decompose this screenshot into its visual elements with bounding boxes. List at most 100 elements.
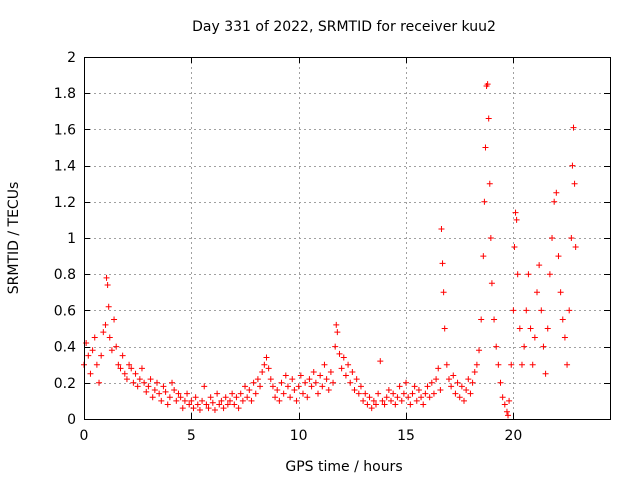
data-point (199, 397, 206, 404)
data-point (420, 401, 427, 408)
data-point (317, 372, 324, 379)
data-point (347, 379, 354, 386)
data-point (321, 361, 328, 368)
data-point (201, 383, 208, 390)
data-point (267, 376, 274, 383)
data-point (458, 383, 465, 390)
data-point (310, 368, 317, 375)
data-point (128, 365, 135, 372)
data-point (487, 235, 494, 241)
data-point (551, 198, 558, 205)
data-point (231, 401, 238, 408)
data-point (224, 401, 231, 408)
data-point (534, 289, 541, 296)
data-point (435, 365, 442, 372)
data-point (209, 399, 216, 406)
data-point (132, 370, 139, 377)
data-point (149, 394, 156, 401)
data-point (413, 397, 420, 404)
data-point (222, 394, 229, 401)
data-point (342, 372, 349, 379)
data-point (175, 390, 182, 397)
data-point (445, 376, 452, 383)
data-point (117, 365, 124, 372)
data-point (568, 235, 575, 241)
data-point (138, 365, 145, 372)
data-point (85, 352, 92, 359)
data-point (162, 388, 169, 395)
data-point (461, 397, 468, 404)
data-point (353, 376, 360, 383)
data-point (323, 376, 330, 383)
data-point (345, 361, 352, 368)
data-point (143, 388, 150, 395)
data-point (572, 244, 579, 251)
data-point (394, 394, 401, 401)
data-point (166, 394, 173, 401)
data-point (480, 253, 487, 260)
data-point (98, 352, 105, 359)
data-point (415, 387, 422, 394)
data-point (284, 383, 291, 390)
data-point (177, 394, 184, 401)
data-point (529, 361, 536, 368)
data-point (188, 397, 195, 404)
data-point (513, 216, 520, 223)
data-point (181, 397, 188, 404)
data-point (141, 379, 148, 386)
data-point (121, 370, 128, 377)
data-point (542, 370, 549, 377)
data-points (81, 81, 579, 419)
data-point (364, 401, 371, 408)
data-point (242, 383, 249, 390)
data-point (390, 390, 397, 397)
data-point (153, 379, 160, 386)
data-point (190, 405, 197, 412)
data-point (312, 379, 319, 386)
data-point (325, 387, 332, 394)
data-point (156, 390, 163, 397)
data-point (102, 321, 109, 328)
data-point (263, 354, 270, 361)
data-point (488, 280, 495, 287)
data-point (448, 383, 455, 390)
y-tick-label: 2 (67, 50, 76, 66)
x-tick-label: 10 (290, 428, 308, 444)
data-point (216, 401, 223, 408)
data-point (482, 144, 489, 151)
data-point (151, 387, 158, 394)
data-point (103, 274, 110, 281)
data-point (518, 361, 525, 368)
data-point (269, 383, 276, 390)
data-point (521, 343, 528, 350)
y-tick-label: 0.4 (54, 340, 76, 356)
data-point (499, 394, 506, 401)
data-point (244, 394, 251, 401)
data-point (203, 401, 210, 408)
data-point (295, 383, 302, 390)
y-tick-label: 0 (67, 412, 76, 428)
data-point (332, 343, 339, 350)
data-point (334, 329, 341, 336)
x-tick-label: 15 (397, 428, 415, 444)
data-point (495, 361, 502, 368)
data-point (512, 209, 519, 216)
data-point (254, 376, 261, 383)
data-point (184, 390, 191, 397)
data-point (338, 365, 345, 372)
data-point (173, 397, 180, 404)
data-point (164, 401, 171, 408)
y-tick-label: 0.6 (54, 303, 76, 319)
data-point (396, 383, 403, 390)
data-point (257, 383, 264, 390)
data-point (452, 390, 459, 397)
data-point (196, 406, 203, 413)
data-point (158, 397, 165, 404)
data-point (179, 405, 186, 412)
data-point (327, 368, 334, 375)
data-point (362, 390, 369, 397)
data-point (426, 394, 433, 401)
data-point (100, 329, 107, 336)
data-point (265, 365, 272, 372)
data-point (569, 162, 576, 169)
